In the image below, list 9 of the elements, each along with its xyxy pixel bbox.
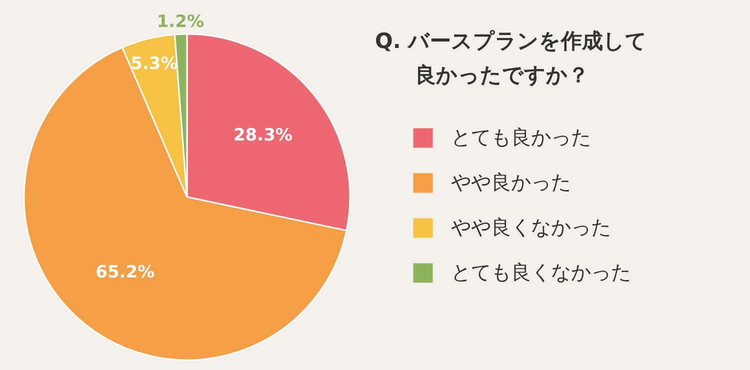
legend-label: やや良かった	[451, 170, 571, 194]
data-label: 65.2%	[96, 262, 155, 283]
text: Q. バースプランを作成して良かったですか？	[375, 29, 648, 87]
data-label: 28.3%	[233, 125, 292, 146]
legend-label: やや良くなかった	[451, 215, 611, 239]
data-label: 1.2%	[156, 12, 204, 32]
legend-label: とても良かった	[451, 125, 591, 149]
data-label: 5.3%	[130, 54, 178, 74]
legend-label: とても良くなかった	[451, 260, 631, 284]
